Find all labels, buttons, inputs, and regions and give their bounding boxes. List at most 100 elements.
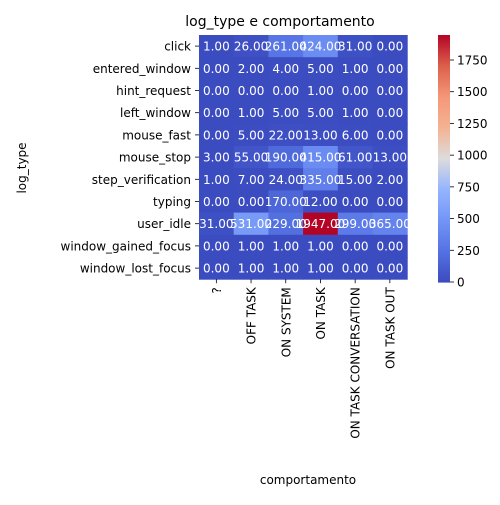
heatmap-cell [199, 123, 235, 147]
colorbar-segment [438, 261, 450, 265]
cell-value-label: 22.00 [269, 128, 303, 142]
heatmap-cell [233, 35, 269, 58]
cell-value-label: 12.00 [303, 195, 337, 209]
heatmap-cell [337, 234, 373, 258]
heatmap-cell [268, 168, 304, 191]
heatmap-cell [337, 123, 373, 147]
heatmap-cell [199, 79, 235, 103]
cell-value-label: 13.00 [373, 151, 407, 165]
colorbar-segment [438, 205, 450, 209]
colorbar-segment [438, 181, 450, 184]
colorbar-segment [438, 251, 450, 254]
colorbar-segment [438, 275, 450, 279]
cell-value-label: 0.00 [238, 195, 265, 209]
cell-value-label: 5.00 [238, 128, 265, 142]
colorbar-segment [438, 185, 450, 188]
cell-value-label: 170.00 [265, 195, 307, 209]
colorbar-segment [438, 123, 450, 127]
colorbar-segment [438, 117, 450, 120]
colorbar-segment [438, 148, 450, 151]
cell-value-label: 0.00 [376, 195, 403, 209]
colorbar-segment [438, 236, 450, 240]
cell-value-label: 5.00 [307, 62, 334, 76]
cell-value-label: 0.00 [376, 40, 403, 54]
cell-value-label: 0.00 [203, 239, 230, 253]
heatmap-cell [337, 212, 373, 236]
heatmap-cell [372, 190, 408, 214]
cell-value-label: 26.00 [234, 40, 268, 54]
colorbar: 0 250 500 750 1000 1250 1500 1750 [438, 35, 488, 290]
heatmap-cell [303, 190, 339, 214]
y-tick-label: hint_request [116, 84, 191, 98]
x-tick-label: ON TASK CONVERSATION [349, 287, 363, 438]
colorbar-segment [438, 41, 450, 44]
cell-value-label: 31.00 [199, 217, 233, 231]
heatmap-cell [233, 212, 269, 236]
heatmap-cell [337, 79, 373, 103]
cell-value-label: 0.00 [272, 84, 299, 98]
colorbar-segment [438, 57, 450, 61]
colorbar-segment [438, 183, 450, 186]
colorbar-segment [438, 84, 450, 88]
heatmap-cell [199, 257, 235, 280]
y-tick-label: window_lost_focus [80, 262, 191, 276]
cell-value-label: 0.00 [203, 262, 230, 276]
colorbar-segment [438, 269, 450, 273]
cell-value-label: 31.00 [338, 40, 372, 54]
colorbar-segment [438, 125, 450, 129]
colorbar-segment [438, 65, 450, 69]
colorbar-segment [438, 63, 450, 67]
heatmap-cell [372, 212, 408, 236]
cell-value-label: 1.00 [307, 262, 334, 276]
cell-value-label: 0.00 [203, 195, 230, 209]
heatmap-cell [199, 168, 235, 191]
heatmap-cell [337, 257, 373, 280]
heatmap-cell [337, 35, 373, 58]
heatmap-cell [233, 146, 269, 169]
colorbar-segment [438, 168, 450, 172]
colorbar-segment [438, 234, 450, 238]
colorbar-segment [438, 152, 450, 155]
cell-value-label: 0.00 [376, 84, 403, 98]
colorbar-segment [438, 129, 450, 133]
colorbar-segment [438, 273, 450, 277]
colorbar-segment [438, 139, 450, 143]
cell-value-label: 0.00 [376, 128, 403, 142]
heatmap-cell [268, 123, 304, 147]
cell-value-label: 5.00 [307, 106, 334, 120]
colorbar-segment [438, 35, 450, 38]
colorbar-segment [438, 119, 450, 123]
colorbar-segment [438, 39, 450, 42]
colorbar-segment [438, 47, 450, 51]
cell-value-label: 1.00 [307, 84, 334, 98]
colorbar-tick-label: 500 [457, 212, 480, 226]
heatmap-cell [372, 146, 408, 169]
colorbar-segment [438, 253, 450, 256]
cell-value-label: 7.00 [238, 173, 265, 187]
colorbar-segment [438, 67, 450, 71]
colorbar-segment [438, 226, 450, 230]
cell-value-label: 2.00 [238, 62, 265, 76]
colorbar-segment [438, 92, 450, 96]
cell-value-label: 1.00 [342, 106, 369, 120]
cell-value-label: 0.00 [342, 84, 369, 98]
heatmap-cell [233, 234, 269, 258]
cell-value-label: 0.00 [376, 262, 403, 276]
cell-value-label: 24.00 [269, 173, 303, 187]
cell-value-label: 0.00 [376, 239, 403, 253]
cell-value-label: 1.00 [342, 62, 369, 76]
heatmap-cell [303, 146, 339, 169]
heatmap-cell [199, 35, 235, 58]
heatmap-cell [303, 35, 339, 58]
colorbar-segment [438, 259, 450, 263]
heatmap-cell [372, 123, 408, 147]
colorbar-tick-label: 0 [457, 276, 465, 290]
heatmap-cell [233, 123, 269, 147]
colorbar-segment [438, 232, 450, 236]
colorbar-segment [438, 37, 450, 40]
cell-value-label: 1.00 [203, 40, 230, 54]
colorbar-segment [438, 74, 450, 77]
cell-value-label: 1.00 [307, 239, 334, 253]
y-tick-label: left_window [120, 106, 191, 120]
